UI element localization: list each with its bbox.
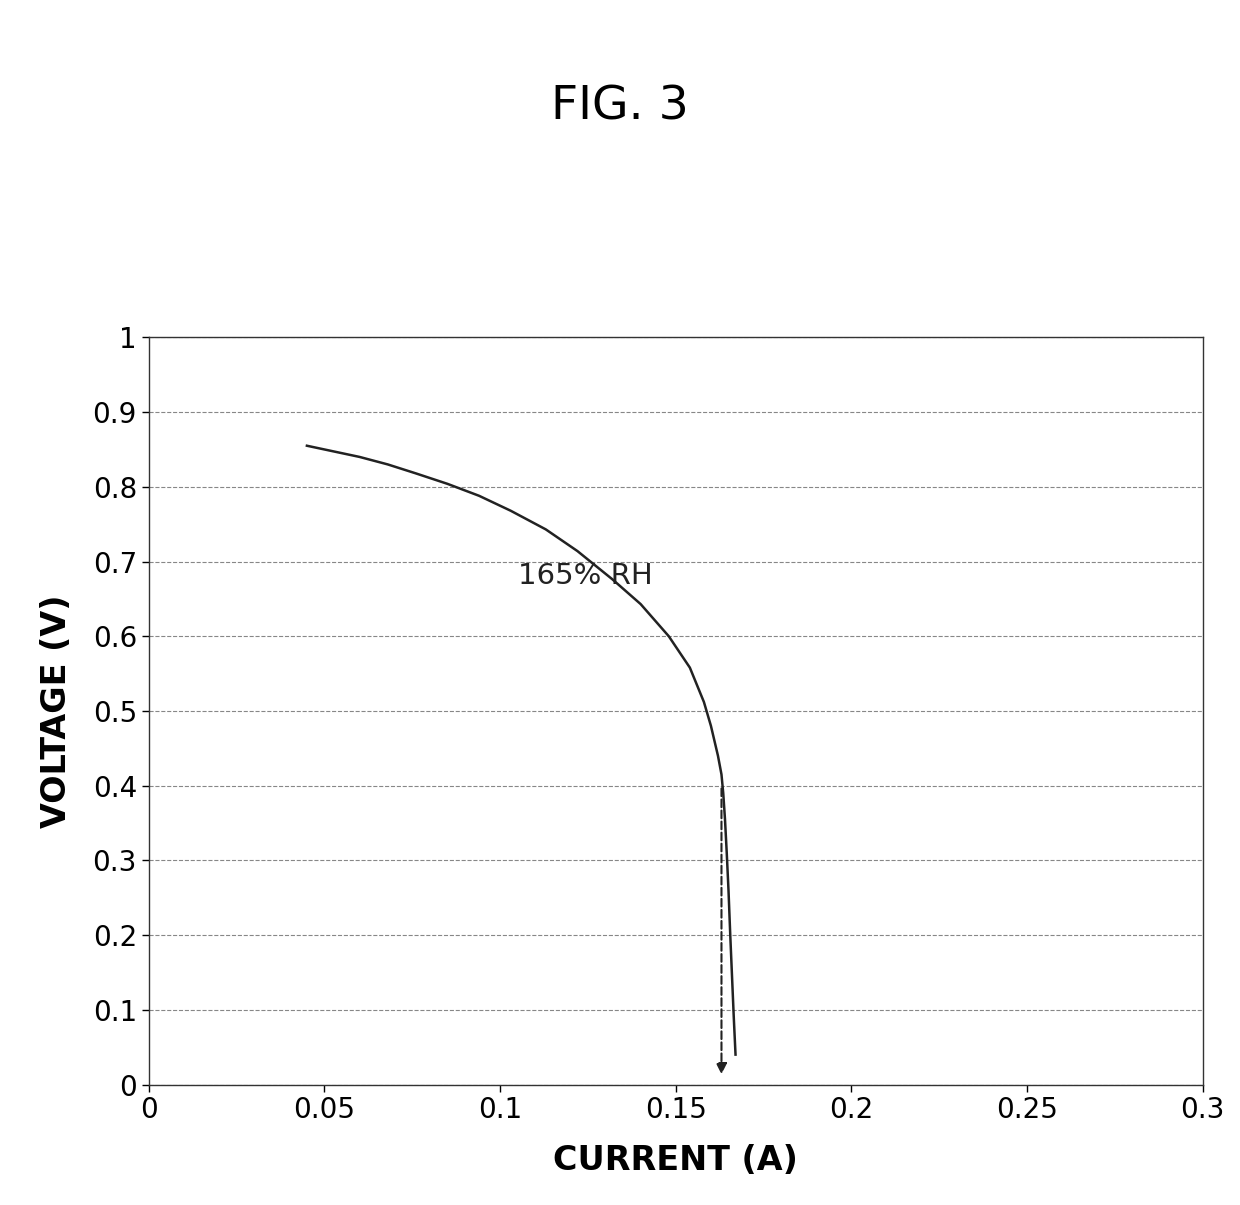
- Text: FIG. 3: FIG. 3: [551, 84, 689, 129]
- X-axis label: CURRENT (A): CURRENT (A): [553, 1144, 799, 1177]
- Text: 165% RH: 165% RH: [517, 562, 652, 590]
- Y-axis label: VOLTAGE (V): VOLTAGE (V): [40, 594, 73, 828]
